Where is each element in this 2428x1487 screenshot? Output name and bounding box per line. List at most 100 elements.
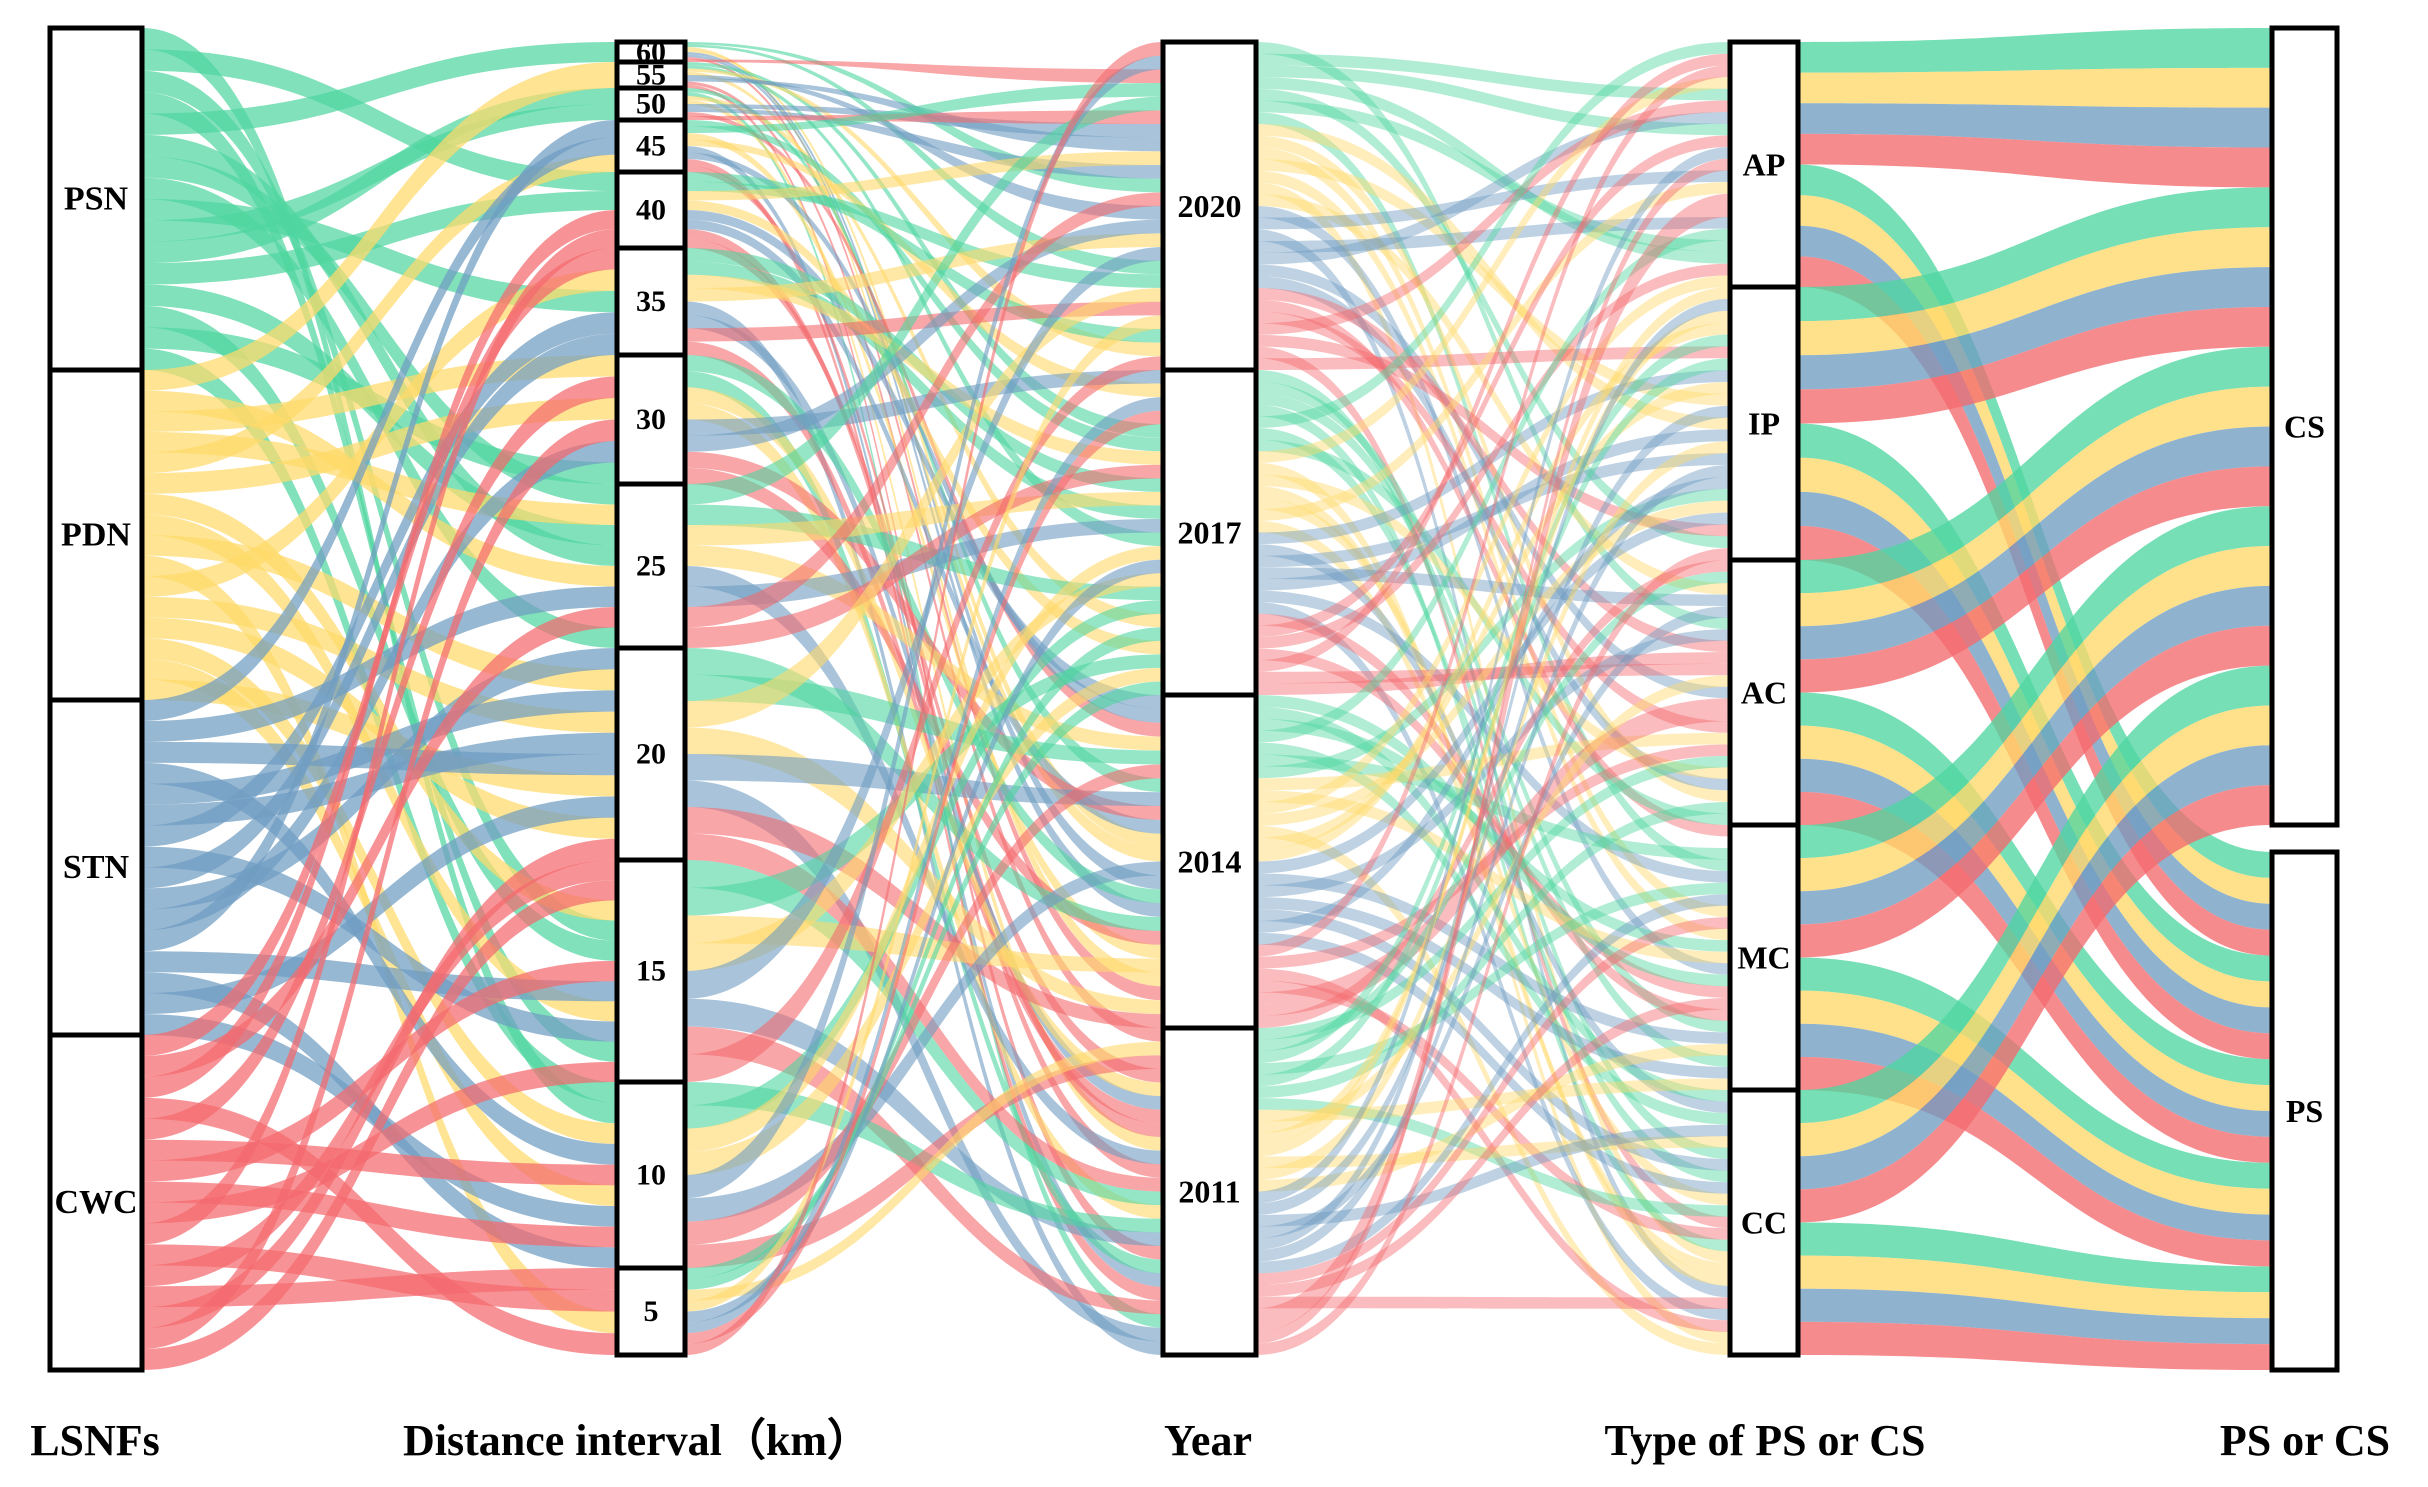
node-label-ap: AP: [1743, 147, 1786, 183]
flow-type-pscs-blue: [1798, 1023, 2272, 1241]
flow-year-type-yellow: [1256, 159, 1730, 406]
flow-year-type-yellow: [1256, 790, 1730, 964]
flow-dist-year-blue: [685, 559, 1163, 1323]
node-box-y2017: [1160, 367, 1259, 698]
flow-year-type-yellow: [1256, 732, 1730, 791]
flow-year-type-red: [1256, 997, 1730, 1297]
flow-year-type-green: [1256, 718, 1730, 952]
flow-lsnf-dist-red: [142, 229, 617, 1245]
flow-type-pscs-blue: [1798, 745, 2272, 1190]
flow-year-type-green: [1256, 370, 1730, 1160]
flow-year-type-red: [1256, 980, 1730, 1240]
node-box-d40: [614, 169, 688, 251]
flow-year-type-red: [1256, 53, 1730, 672]
flow-dist-year-blue: [685, 75, 1163, 220]
flow-lsnf-dist-blue: [142, 312, 617, 847]
flow-year-type-yellow: [1256, 462, 1730, 1344]
flow-year-type-yellow: [1256, 1136, 1730, 1169]
node-box-d55: [614, 59, 688, 91]
flow-year-type-blue: [1256, 629, 1730, 898]
flow-lsnf-dist-green: [142, 327, 617, 484]
flow-year-type-blue: [1256, 465, 1730, 1262]
node-label-pdn: PDN: [61, 517, 131, 554]
flow-dist-year-red: [685, 238, 1163, 1083]
flow-year-type-blue: [1256, 606, 1730, 1239]
flow-year-type-green: [1256, 695, 1730, 987]
flow-year-type-green: [1256, 42, 1730, 429]
flow-year-type-red: [1256, 100, 1730, 335]
flow-type-pscs-yellow: [1798, 705, 2272, 1157]
flow-year-type-green: [1256, 439, 1730, 825]
flow-year-type-yellow: [1256, 182, 1730, 521]
flow-year-type-blue: [1256, 453, 1730, 568]
flow-type-pscs-yellow: [1798, 1255, 2272, 1319]
flow-year-type-yellow: [1256, 381, 1730, 850]
flow-year-type-red: [1256, 917, 1730, 1285]
node-label-ac: AC: [1741, 675, 1787, 711]
flow-year-type-yellow: [1256, 520, 1730, 1275]
flow-year-type-green: [1256, 754, 1730, 860]
flow-dist-year-green: [685, 62, 1163, 438]
flow-lsnf-dist-yellow: [142, 493, 617, 921]
flow-lsnf-dist-green: [142, 42, 617, 135]
flow-year-type-yellow: [1256, 675, 1730, 1134]
flow-year-type-blue: [1256, 112, 1730, 265]
node-box-d5: [614, 1265, 688, 1358]
flow-lsnf-dist-green: [142, 49, 617, 191]
flow-dist-year-yellow: [685, 387, 1163, 1097]
flow-type-pscs-red: [1798, 256, 2272, 956]
node-label-d50: 50: [636, 88, 666, 121]
flow-lsnf-dist-yellow: [142, 398, 617, 494]
node-label-cs: CS: [2284, 409, 2325, 445]
flow-year-type-red: [1256, 311, 1730, 733]
flow-year-type-blue: [1256, 894, 1730, 1274]
flow-year-type-yellow: [1256, 310, 1730, 1145]
node-label-d10: 10: [636, 1159, 666, 1192]
flow-type-pscs-blue: [1798, 585, 2272, 925]
flow-dist-year-yellow: [685, 1041, 1163, 1301]
flow-dist-year-red: [685, 192, 1163, 628]
flow-lsnf-dist-red: [142, 1268, 617, 1308]
node-label-d30: 30: [636, 403, 666, 436]
flow-year-type-red: [1256, 205, 1730, 1332]
flow-year-type-green: [1256, 1098, 1730, 1217]
flow-dist-year-green: [685, 44, 1163, 275]
flow-year-type-yellow: [1256, 1043, 1730, 1192]
flow-year-type-blue: [1256, 206, 1730, 975]
flow-dist-year-red: [685, 356, 1163, 1082]
flow-year-type-red: [1256, 135, 1730, 637]
flow-year-type-green: [1256, 755, 1730, 1040]
flow-lsnf-dist-green: [142, 70, 617, 941]
flow-dist-year-green: [685, 681, 1163, 1279]
flow-lsnf-dist-green: [142, 88, 617, 264]
flow-lsnf-dist-red: [142, 419, 617, 1350]
node-box-mc: [1727, 822, 1801, 1093]
flow-dist-year-yellow: [685, 71, 1163, 862]
flow-dist-year-green: [685, 371, 1163, 1274]
flow-lsnf-dist-red: [142, 880, 617, 1370]
flow-type-pscs-yellow: [1798, 386, 2272, 627]
flow-dist-year-yellow: [685, 151, 1163, 201]
flow-type-pscs-green: [1798, 346, 2272, 594]
node-label-y2014: 2014: [1178, 844, 1242, 880]
flow-dist-year-yellow: [685, 49, 1163, 848]
flow-links: [142, 28, 2272, 1370]
flow-dist-year-blue: [685, 780, 1163, 1342]
node-label-cwc: CWC: [54, 1184, 137, 1221]
flow-year-type-red: [1256, 698, 1730, 1005]
column-titles: LSNFs Distance interval（km） Year Type of PS…: [30, 1416, 2390, 1465]
flow-year-type-blue: [1256, 429, 1730, 591]
flow-dist-year-yellow: [685, 667, 1163, 1175]
flow-lsnf-dist-yellow: [142, 154, 617, 474]
flow-year-type-blue: [1256, 229, 1730, 1298]
node-box-ps: [2269, 849, 2340, 1373]
flow-dist-year-blue: [685, 52, 1163, 890]
flow-dist-year-red: [685, 833, 1163, 1192]
flow-year-type-blue: [1256, 590, 1730, 883]
flow-type-pscs-red: [1798, 133, 2272, 188]
column-title-dist: Distance interval（km）: [403, 1416, 871, 1465]
flow-dist-year-blue: [685, 210, 1163, 709]
flow-dist-year-red: [685, 229, 1163, 1137]
flow-year-type-green: [1256, 742, 1730, 1125]
